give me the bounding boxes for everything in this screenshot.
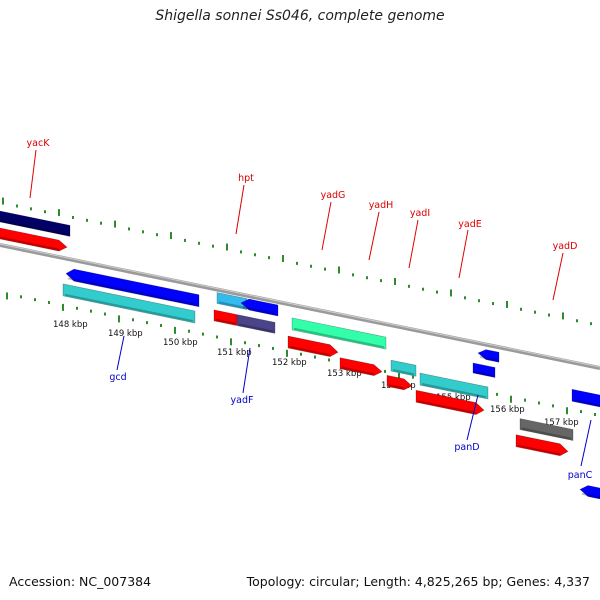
scale-label: 150 kbp [163,338,198,348]
gene-block-panD-shade [474,370,494,377]
gene-block-yacK-outer-shade [0,219,69,236]
gene-label-panD-leader [466,394,479,441]
gene-label-yacK-leader [29,149,37,199]
gene-label-yadF-leader [242,347,251,394]
scale-label: 156 kbp [490,405,525,415]
cds-arrow-yadD [515,434,569,457]
gene-label-yadG-leader [321,201,332,251]
gene-block-panD [472,362,496,378]
page-title: Shigella sonnei Ss046, complete genome [155,8,445,24]
scale-label: 157 kbp [544,418,579,428]
backbone-highlight [0,243,600,368]
cds-arrow-yacK [0,227,68,252]
cds-arrow-yadD-shade [517,444,561,456]
gene-block-panC [579,485,600,500]
gene-block-yadD-shade [521,427,572,440]
gene-block-yadG [291,317,387,350]
gene-label-panC-leader [580,419,592,467]
gene-block-gcd [62,283,196,324]
scale-label: 151 kbp [217,348,252,358]
cds-arrow-yadI-shade [388,384,405,390]
gene-block-panC-shade [581,492,600,499]
gene-label-panD: panD [454,442,479,453]
gene-label-yadE: yadE [458,219,481,230]
gene-label-panC: panC [568,470,593,481]
gene-block-hpt [216,292,248,311]
gene-label-yadF: yadF [231,395,254,406]
gene-block-panC-lower-shade [573,399,600,407]
scale-label: 149 kbp [108,329,143,339]
gene-label-gcd: gcd [109,372,126,383]
gene-label-hpt: hpt [238,173,254,184]
cds-arrow-panD [477,349,500,363]
gene-label-yadI: yadI [410,208,430,219]
gene-label-yadH-leader [368,211,380,261]
gene-block-gcd-shade [64,293,194,323]
gene-block-yadE [419,372,489,400]
cds-arrow-gcd-shade [67,277,198,306]
cds-arrow-panD-shade [479,355,498,362]
cds-arrow-yadE [415,389,485,415]
cds-arrow-yadE-shade [417,400,477,415]
gene-block-hpt-shade [218,301,246,309]
gene-label-gcd-leader [116,335,125,371]
cds-arrow-yadH [339,357,383,376]
cds-arrow-yadH-shade [341,366,375,376]
gene-label-yadI-leader [408,219,419,269]
scale-label: 148 kbp [53,320,88,330]
gene-block-yadG-shade [293,327,385,349]
accession-text: Accession: NC_007384 [9,574,152,589]
cds-arrow-yadF-shade [242,306,277,316]
cds-arrow-yadG [287,335,339,357]
gene-label-yadE-leader [458,229,469,279]
gene-label-hpt-leader [235,184,245,235]
gene-block-yadI [390,359,417,377]
cds-arrow-gcd [65,268,200,308]
cds-arrow-hpt-shade [215,318,237,325]
gene-block-yadI-shade [392,369,415,376]
gene-label-yacK: yacK [27,138,51,149]
gene-label-yadG: yadG [321,190,346,201]
genome-summary-text: Topology: circular; Length: 4,825,265 bp… [246,574,590,589]
gene-block-yadD [519,418,574,441]
scale-label: 153 kbp [327,369,362,379]
cds-arrow-yadI [386,374,413,391]
gene-label-yadH: yadH [369,200,394,211]
backbone-line [0,243,600,370]
gene-label-yadD: yadD [553,241,578,252]
gene-label-yadD-leader [552,252,564,301]
cds-arrow-yadG-shade [289,345,331,357]
scale-label: 152 kbp [272,358,307,368]
cds-arrow-yadF [240,298,279,317]
gene-block-yadF-shade [238,323,274,333]
gene-block-yadF [236,314,276,334]
gene-block-yacK-outer [0,210,71,237]
cds-arrow-yacK-shade [0,236,60,251]
gene-block-panC-lower [571,388,600,408]
gene-block-yadE-shade [421,383,487,399]
